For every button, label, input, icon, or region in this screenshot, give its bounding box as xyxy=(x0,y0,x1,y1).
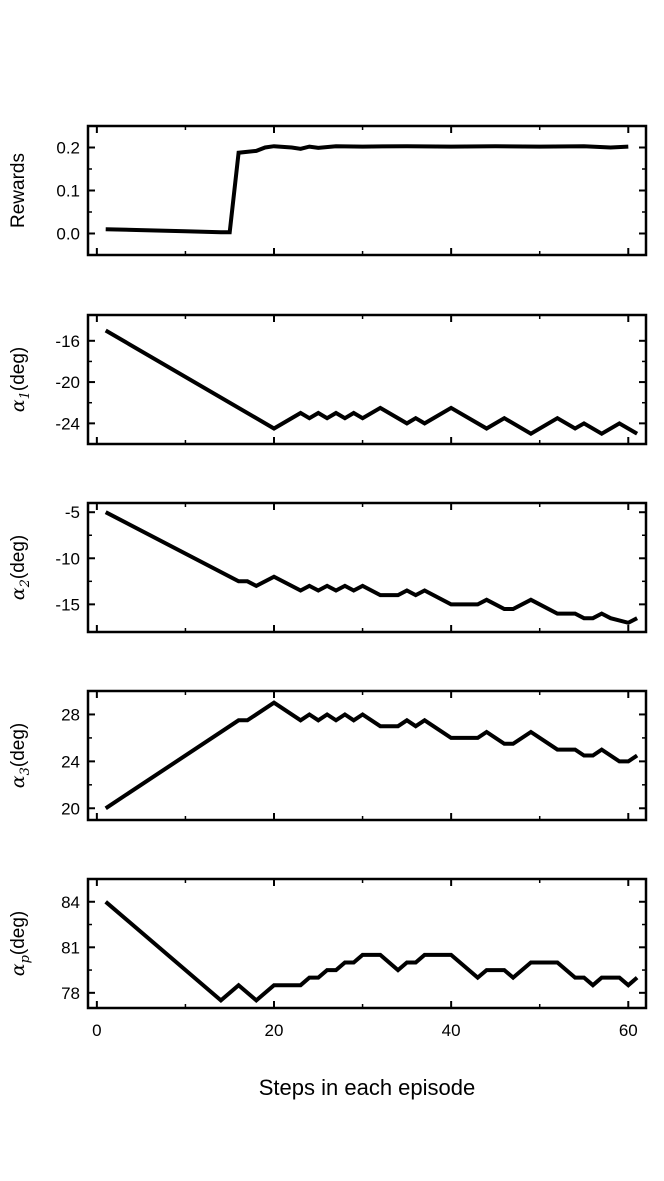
panel-frame xyxy=(86,689,648,822)
y-axis-subscript: p xyxy=(18,954,33,963)
series-line xyxy=(105,144,629,235)
panel-4: 20 24 28 α3(deg) xyxy=(7,689,648,822)
y-tick-label: 28 xyxy=(61,705,80,724)
y-tick-label: -10 xyxy=(55,549,80,568)
y-axis-subscript: 1 xyxy=(18,391,33,399)
series-line xyxy=(104,510,639,625)
y-axis-unit: (deg) xyxy=(8,723,29,767)
y-axis-symbol: α xyxy=(7,399,29,412)
y-tick-label: 0.0 xyxy=(56,225,80,244)
y-tick-label: 24 xyxy=(61,752,80,771)
y-tick-label: 81 xyxy=(61,938,80,957)
y-axis-unit: (deg) xyxy=(8,347,29,391)
y-tick-label: 84 xyxy=(61,893,80,912)
panel-3: -5 -10 -15 α2(deg) xyxy=(7,501,648,634)
y-axis-title: Rewards xyxy=(8,153,29,228)
series-line xyxy=(104,328,639,437)
panel-frame xyxy=(86,877,648,1010)
y-axis-title: α2(deg) xyxy=(7,535,33,600)
y-axis-unit: (deg) xyxy=(8,911,29,955)
y-tick-label: -5 xyxy=(65,503,80,522)
y-tick-label: -16 xyxy=(55,332,80,351)
x-tick-label: 40 xyxy=(442,1021,461,1040)
panel-2: -16 -20 -24 α1(deg) xyxy=(7,313,648,446)
y-tick-label: 78 xyxy=(61,984,80,1003)
panel-frame xyxy=(86,313,648,446)
panel-frame xyxy=(86,501,648,634)
y-axis-subscript: 2 xyxy=(18,579,33,588)
y-tick-label: -20 xyxy=(55,373,80,392)
y-axis-subscript: 3 xyxy=(18,767,33,775)
y-axis-symbol: α xyxy=(7,775,29,788)
y-axis-symbol: α xyxy=(7,963,29,976)
x-axis-title: Steps in each episode xyxy=(259,1075,476,1100)
y-tick-label: 0.1 xyxy=(56,182,80,201)
y-axis-title: α1(deg) xyxy=(7,347,33,412)
x-tick-label: 0 xyxy=(92,1021,101,1040)
y-tick-label: 0.2 xyxy=(56,139,80,158)
x-tick-label: 20 xyxy=(265,1021,284,1040)
y-axis-symbol: α xyxy=(7,587,29,600)
y-axis-unit: (deg) xyxy=(8,535,29,579)
y-tick-label: 20 xyxy=(61,799,80,818)
y-tick-label: -15 xyxy=(55,595,80,614)
y-axis-title: αp(deg) xyxy=(7,911,33,977)
series-line xyxy=(104,900,639,1004)
panel-5: 78 81 84 αp(deg) xyxy=(7,877,648,1010)
y-axis-title: α3(deg) xyxy=(7,723,33,788)
panel-1: 0.0 0.1 0.2 Rewards xyxy=(8,124,648,257)
x-tick-label: 60 xyxy=(619,1021,638,1040)
series-line xyxy=(104,700,639,810)
y-tick-label: -24 xyxy=(55,414,80,433)
